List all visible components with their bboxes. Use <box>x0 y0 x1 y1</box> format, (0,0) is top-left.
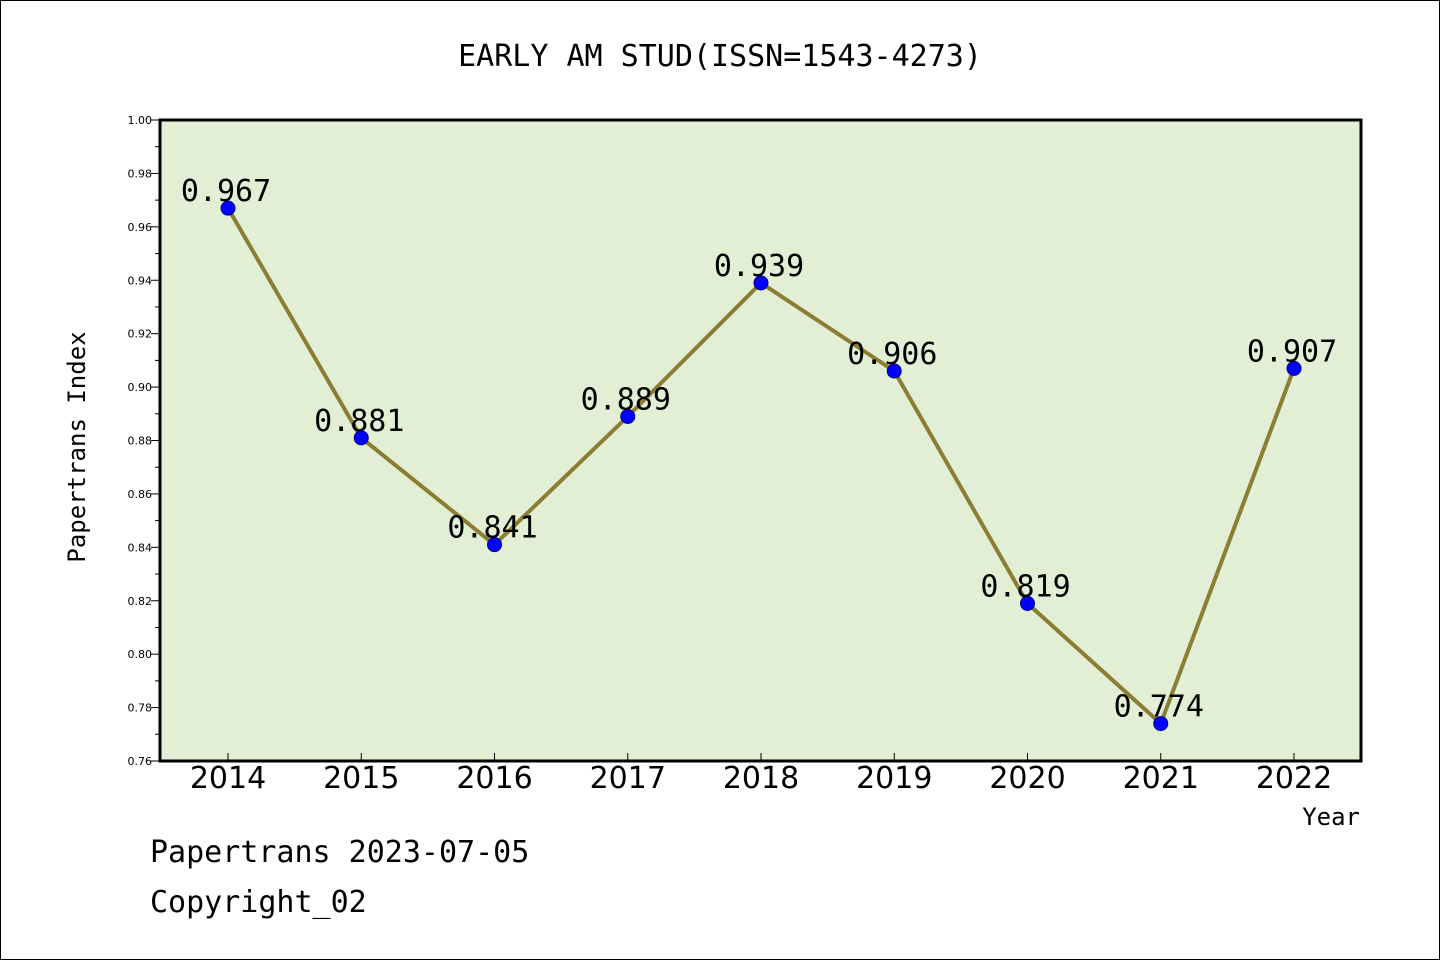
data-point <box>1020 595 1035 611</box>
x-tick-label: 2017 <box>590 761 666 796</box>
data-label: 0.819 <box>980 569 1070 604</box>
y-tick-label: 1.00 <box>128 114 153 127</box>
x-tick-label: 2015 <box>323 761 399 796</box>
footer-date: Papertrans 2023-07-05 <box>150 835 530 870</box>
data-labels: 0.967 0.881 0.841 0.889 0.939 0.906 0.819 0.774… <box>181 174 1337 724</box>
y-tick-label: 0.92 <box>128 328 153 341</box>
footer-copyright: Copyright_02 <box>150 885 367 920</box>
y-axis-label: Papertrans Index <box>63 331 91 562</box>
y-tick-label: 0.78 <box>128 702 153 715</box>
x-axis-label: Year <box>1302 803 1360 831</box>
x-tick-label: 2019 <box>856 761 932 796</box>
data-point <box>353 430 369 446</box>
y-tick-label: 0.98 <box>128 167 153 180</box>
x-tick-label: 2021 <box>1123 761 1199 796</box>
data-label: 0.939 <box>714 249 804 284</box>
y-tick-label: 0.82 <box>128 595 153 608</box>
data-point <box>620 408 636 424</box>
data-label: 0.906 <box>847 337 937 372</box>
y-tick-label: 0.96 <box>128 221 153 234</box>
y-tick-label: 0.90 <box>128 381 153 394</box>
axis-ticks: 0.76 0.78 0.80 0.82 0.84 0.86 0.88 0.90 0.92 0.94… <box>128 114 1333 796</box>
data-label: 0.774 <box>1114 690 1204 725</box>
x-tick-label: 2014 <box>190 761 266 796</box>
data-label: 0.967 <box>181 174 271 209</box>
y-tick-label: 0.94 <box>128 274 153 287</box>
x-tick-label: 2022 <box>1256 761 1332 796</box>
x-tick-label: 2016 <box>456 761 532 796</box>
y-tick-label: 0.84 <box>128 541 153 554</box>
data-point <box>886 363 902 379</box>
y-tick-label: 0.80 <box>128 648 153 661</box>
y-tick-label: 0.76 <box>128 755 153 768</box>
y-tick-label: 0.86 <box>128 488 153 501</box>
data-point <box>753 275 769 291</box>
x-tick-label: 2020 <box>989 761 1065 796</box>
data-point <box>220 200 236 216</box>
x-tick-label: 2018 <box>723 761 799 796</box>
data-point <box>487 537 502 553</box>
plot-border <box>158 118 1363 763</box>
data-label: 0.841 <box>447 511 537 546</box>
y-tick-label: 0.88 <box>128 435 153 448</box>
data-point <box>1286 360 1302 376</box>
chart-title: EARLY AM STUD(ISSN=1543-4273) <box>458 39 982 74</box>
data-label: 0.889 <box>581 382 671 417</box>
data-label: 0.881 <box>314 404 404 439</box>
data-point <box>1153 716 1169 732</box>
data-label: 0.907 <box>1247 334 1337 369</box>
data-series <box>220 200 1302 732</box>
